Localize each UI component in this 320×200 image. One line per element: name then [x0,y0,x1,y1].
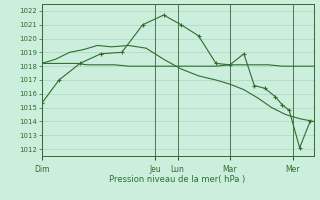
X-axis label: Pression niveau de la mer( hPa ): Pression niveau de la mer( hPa ) [109,175,246,184]
